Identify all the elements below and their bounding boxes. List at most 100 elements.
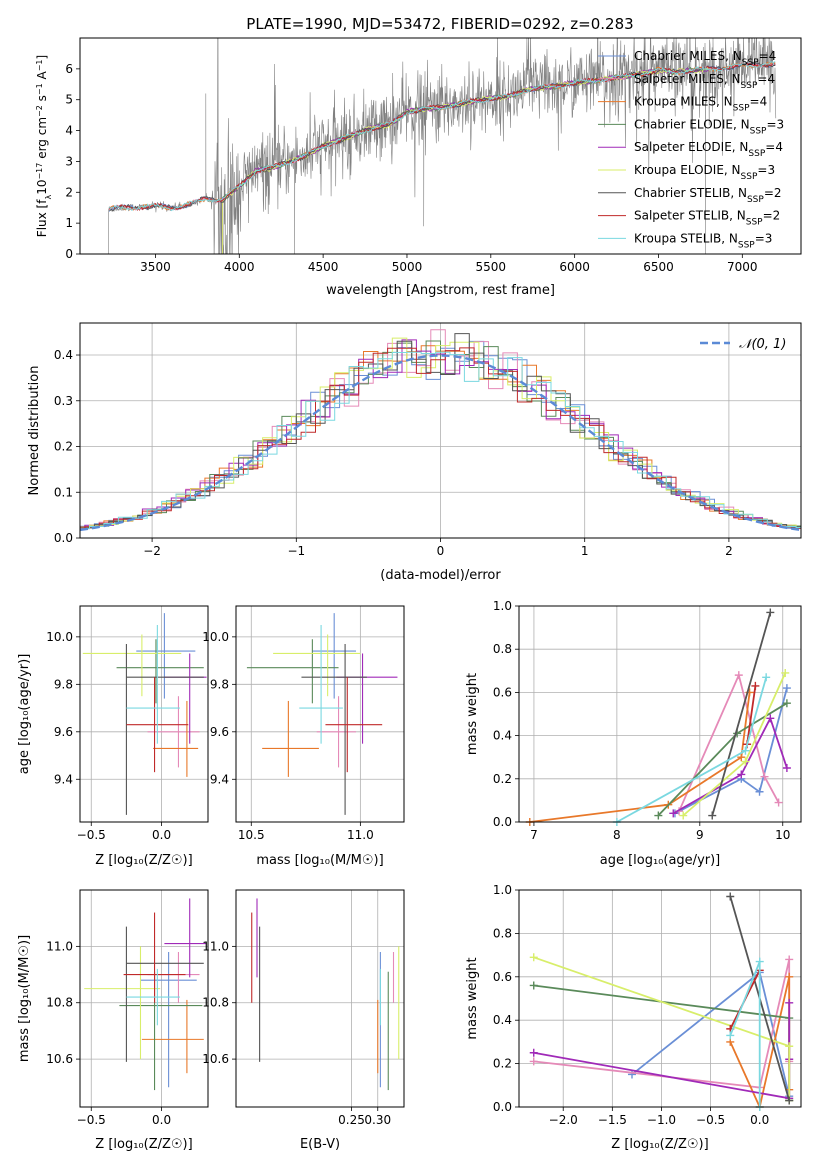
- tick-label-x: 7: [530, 828, 538, 842]
- tick-label-y: 10.8: [46, 996, 73, 1010]
- spectrum-data-line: [108, 38, 777, 254]
- age_vs_Z-frame: [79, 605, 209, 823]
- tick-label-y: 4: [65, 124, 73, 138]
- tick-label-x: 1: [581, 544, 589, 558]
- weight-marker-kroupa_stelib: [762, 673, 771, 682]
- tick-label-x: 6000: [559, 260, 590, 274]
- tick-label-y: 0.4: [493, 729, 512, 743]
- weight_vs_age-frame: [518, 605, 802, 823]
- weight-marker-kroupa_elodie: [679, 811, 688, 820]
- weight-line-kroupa_elodie: [682, 672, 787, 817]
- weight-marker-chabrier_elodie: [782, 699, 791, 708]
- weight-marker-salpeter_miles: [760, 772, 769, 781]
- tick-label-y: 0.1: [54, 485, 73, 499]
- residual-frame: [79, 322, 802, 539]
- weight-marker-chabrier_elodie: [654, 811, 663, 820]
- model-line-kroupa_stelib: [108, 61, 776, 212]
- weight-line-salpeter_elodie: [672, 715, 788, 815]
- tick-label-y: 1.0: [493, 599, 512, 613]
- weight-marker-salpeter_elodie: [529, 1048, 538, 1057]
- tick-label-x: 8: [613, 828, 621, 842]
- tick-label-x: 5500: [476, 260, 507, 274]
- weight-marker-salpeter_miles: [785, 955, 794, 964]
- weight-marker-kroupa_elodie: [741, 757, 750, 766]
- tick-label-x: 10.5: [238, 828, 265, 842]
- weight-marker-chabrier_stelib: [726, 892, 735, 901]
- weight-line-salpeter_stelib: [746, 685, 757, 745]
- tick-label-y: 0.6: [493, 970, 512, 984]
- weight-marker-chabrier_stelib: [785, 1096, 794, 1105]
- legend-label-chabrier_miles: Chabrier MILES, NSSP=4: [634, 49, 776, 68]
- figure-title: PLATE=1990, MJD=53472, FIBERID=0292, z=0…: [246, 15, 633, 33]
- tick-label-x: 0.0: [152, 828, 171, 842]
- mass_vs_Z-axes: −0.5 0.0 10.6 10.8 11.0 Z [log₁₀(Z/Z☉)] mass […: [17, 889, 209, 1152]
- tick-label-y: 10.0: [202, 630, 229, 644]
- weight-marker-chabrier_stelib: [766, 608, 775, 617]
- weight-marker-salpeter_miles: [774, 798, 783, 807]
- tick-label-x: 5000: [392, 260, 423, 274]
- age_vs_mass-axes: 10.5 11.0 9.4 9.6 9.8 10.0 mass [log₁₀(M/M☉)]: [202, 605, 405, 868]
- weight-marker-chabrier_miles: [755, 787, 764, 796]
- tick-label-y: 0.8: [493, 642, 512, 656]
- tick-label-x: −2.0: [549, 1113, 578, 1127]
- tick-label-x: 0.30: [364, 1113, 391, 1127]
- age_vs_mass-plot: [246, 613, 398, 815]
- residual-plot: [80, 329, 801, 532]
- tick-label-y: 10.6: [202, 1052, 229, 1066]
- tick-label-y: 10.0: [46, 630, 73, 644]
- x-axis-label: wavelength [Angstrom, rest frame]: [326, 283, 555, 298]
- tick-label-x: 11.0: [347, 828, 374, 842]
- weight-marker-kroupa_elodie: [785, 1042, 794, 1051]
- mass_vs_Z-plot: [84, 898, 207, 1091]
- legend-label-normal: 𝒩(0, 1): [739, 337, 786, 352]
- tick-label-y: 9.6: [210, 725, 229, 739]
- x-axis-label: Z [log₁₀(Z/Z☉)]: [95, 1137, 192, 1152]
- tick-label-y: 10.8: [202, 996, 229, 1010]
- x-axis-label: E(B-V): [300, 1137, 340, 1152]
- residuals-axes: −2 −1 0 1 2 0.0 0.1 0.2 0.3 0.4 𝒩(0, 1) (data-model…: [27, 322, 802, 583]
- y-axis-label: age [log₁₀(age/yr)]: [17, 654, 32, 775]
- tick-label-y: 2: [65, 185, 73, 199]
- hist-kroupa_stelib: [80, 351, 801, 530]
- weight_vs_Z-frame: [518, 889, 802, 1108]
- x-axis-label: (data-model)/error: [380, 568, 501, 583]
- tick-label-y: 1.0: [493, 883, 512, 897]
- age_vs_Z-plot: [82, 613, 207, 815]
- weight-marker-chabrier_elodie: [529, 981, 538, 990]
- weight-marker-salpeter_elodie: [737, 770, 746, 779]
- weight_vs_Z-axes: −2.0 −1.5 −1.0 −0.5 0.0 0.0 0.2 0.4 0.6 0.8 1.0 Z […: [465, 883, 802, 1152]
- weight-marker-kroupa_elodie: [529, 953, 538, 962]
- tick-label-y: 0.2: [493, 1057, 512, 1071]
- normal-curve: [80, 354, 801, 532]
- tick-label-x: 3500: [140, 260, 171, 274]
- tick-label-x: 6500: [643, 260, 674, 274]
- weight_vs_age-plot: [525, 608, 791, 826]
- tick-label-x: 2: [725, 544, 733, 558]
- tick-label-y: 0.3: [54, 394, 73, 408]
- x-axis-label: Z [log₁₀(Z/Z☉)]: [611, 1137, 708, 1152]
- weight-marker-chabrier_miles: [627, 1070, 636, 1079]
- tick-label-y: 0.8: [493, 926, 512, 940]
- tick-label-x: −0.5: [77, 1113, 106, 1127]
- weight-marker-kroupa_elodie: [781, 668, 790, 677]
- tick-label-x: 0.25: [338, 1113, 365, 1127]
- legend-label-kroupa_miles: Kroupa MILES, NSSP=4: [634, 95, 767, 114]
- hist-kroupa_elodie: [80, 337, 801, 529]
- tick-label-y: 0.0: [493, 815, 512, 829]
- tick-label-x: −2: [143, 544, 161, 558]
- weight-marker-chabrier_miles: [782, 684, 791, 693]
- tick-label-y: 0.6: [493, 685, 512, 699]
- tick-label-y: 11.0: [202, 939, 229, 953]
- weight-line-kroupa_miles: [529, 692, 751, 823]
- weight-marker-kroupa_stelib: [755, 957, 764, 966]
- mass_vs_ebv-axes: 0.25 0.30 10.6 10.8 11.0 E(B-V): [202, 889, 405, 1152]
- tick-label-x: 10: [775, 828, 790, 842]
- legend-label-salpeter_stelib: Salpeter STELIB, NSSP=2: [634, 209, 780, 228]
- tick-label-y: 0.2: [54, 440, 73, 454]
- weight-marker-kroupa_stelib: [726, 1031, 735, 1040]
- y-axis-label: mass weight: [465, 673, 480, 755]
- y-axis-label: mass [log₁₀(M/M☉)]: [17, 935, 32, 1062]
- tick-label-y: 9.8: [210, 677, 229, 691]
- tick-label-y: 0.2: [493, 772, 512, 786]
